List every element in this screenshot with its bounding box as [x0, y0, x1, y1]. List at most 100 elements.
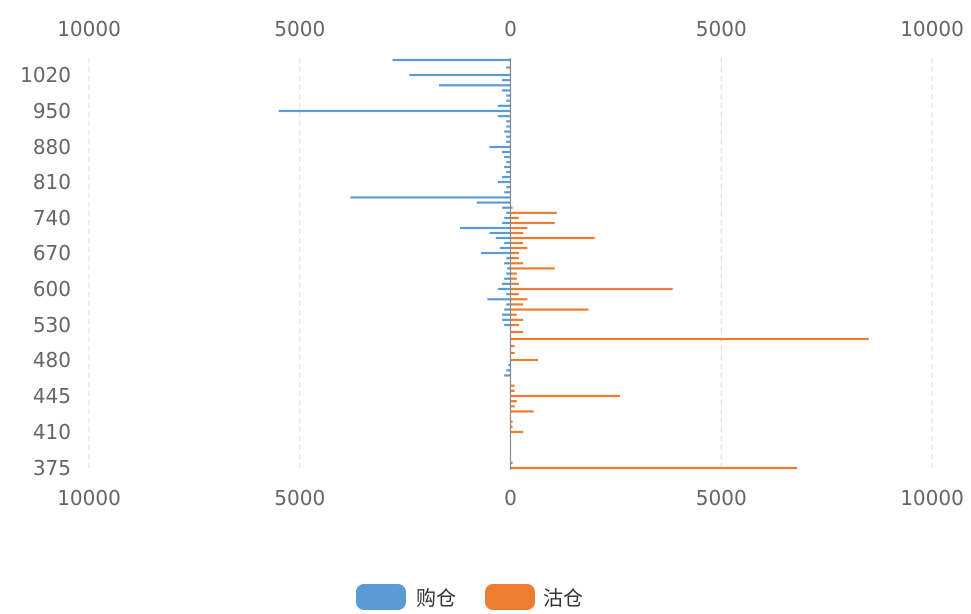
- bar-left-1010[interactable]: [502, 79, 511, 82]
- bar-right-420[interactable]: [510, 420, 513, 423]
- bar-left-580[interactable]: [487, 298, 511, 301]
- bar-right-500[interactable]: [510, 344, 515, 348]
- bar-left-780[interactable]: [350, 196, 511, 199]
- bar-left-600[interactable]: [497, 287, 511, 291]
- bar-right-480[interactable]: [510, 358, 538, 362]
- bar-left-770[interactable]: [476, 201, 511, 204]
- bar-right-415[interactable]: [510, 425, 513, 428]
- bar-right-640[interactable]: [510, 267, 555, 270]
- bar-left-990[interactable]: [502, 89, 511, 92]
- bar-left-1020[interactable]: [409, 73, 511, 77]
- bar-left-970[interactable]: [506, 99, 511, 102]
- bar-right-455[interactable]: [510, 384, 515, 387]
- bar-right-720[interactable]: [510, 226, 528, 230]
- bar-right-620[interactable]: [510, 277, 517, 280]
- legend-item-0[interactable]: 购仓: [356, 584, 456, 610]
- bar-right-520[interactable]: [510, 330, 524, 334]
- bar-right-690[interactable]: [510, 241, 524, 245]
- bar-left-950[interactable]: [278, 109, 511, 113]
- bar-left-1000[interactable]: [438, 84, 511, 87]
- bar-right-375[interactable]: [510, 466, 798, 470]
- bar-left-670[interactable]: [480, 251, 511, 255]
- bar-right-670[interactable]: [510, 251, 519, 255]
- bar-left-890[interactable]: [506, 140, 511, 143]
- bar-left-760[interactable]: [502, 206, 511, 209]
- bar-left-910[interactable]: [504, 130, 511, 133]
- bar-right-750[interactable]: [510, 211, 557, 214]
- bar-left-570[interactable]: [506, 303, 511, 306]
- bar-left-790[interactable]: [504, 191, 511, 194]
- bar-left-470[interactable]: [506, 369, 511, 372]
- bar-left-680[interactable]: [499, 246, 511, 250]
- bar-right-590[interactable]: [510, 293, 519, 296]
- bar-right-610[interactable]: [510, 282, 519, 285]
- bar-right-680[interactable]: [510, 246, 528, 250]
- bar-right-410[interactable]: [510, 430, 524, 434]
- bar-left-840[interactable]: [504, 165, 511, 169]
- bar-right-710[interactable]: [510, 231, 524, 235]
- legend[interactable]: 购仓 沽仓: [356, 584, 583, 610]
- bar-right-450[interactable]: [510, 389, 515, 392]
- bar-left-870[interactable]: [502, 150, 511, 154]
- bar-right-560[interactable]: [510, 308, 589, 311]
- bar-right-740[interactable]: [510, 216, 519, 220]
- bar-left-750[interactable]: [506, 211, 511, 214]
- bar-left-560[interactable]: [504, 308, 511, 311]
- bar-right-730[interactable]: [510, 221, 555, 225]
- bar-left-630[interactable]: [506, 272, 511, 275]
- bar-left-800[interactable]: [506, 186, 511, 189]
- bar-right-435[interactable]: [510, 405, 515, 408]
- bar-right-550[interactable]: [510, 313, 517, 316]
- bar-left-980[interactable]: [506, 94, 511, 97]
- bar-right-630[interactable]: [510, 272, 517, 275]
- bar-left-650[interactable]: [504, 262, 511, 265]
- bar-left-730[interactable]: [502, 221, 511, 225]
- bar-left-830[interactable]: [506, 170, 511, 174]
- bar-left-860[interactable]: [504, 155, 511, 159]
- bar-right-445[interactable]: [510, 394, 621, 398]
- bar-left-820[interactable]: [502, 175, 511, 179]
- bar-right-650[interactable]: [510, 262, 524, 265]
- bar-left-620[interactable]: [504, 277, 511, 280]
- bar-left-850[interactable]: [506, 160, 511, 164]
- bar-right-600[interactable]: [510, 287, 673, 291]
- bar-left-690[interactable]: [504, 241, 511, 245]
- bar-left-610[interactable]: [502, 282, 511, 285]
- bar-right-530[interactable]: [510, 323, 519, 327]
- bar-left-720[interactable]: [459, 226, 511, 230]
- bar-left-475[interactable]: [508, 364, 511, 367]
- bar-right-660[interactable]: [510, 257, 519, 260]
- bar-left-710[interactable]: [489, 231, 511, 235]
- bar-left-880[interactable]: [489, 145, 511, 149]
- y-tick-950: 950: [33, 99, 71, 123]
- bar-left-920[interactable]: [506, 125, 511, 128]
- bar-left-740[interactable]: [504, 216, 511, 220]
- bar-left-1030[interactable]: [506, 66, 511, 69]
- bar-right-570[interactable]: [510, 303, 524, 306]
- bar-left-810[interactable]: [497, 180, 511, 184]
- bar-right-760[interactable]: [510, 206, 513, 209]
- bar-left-590[interactable]: [506, 293, 511, 296]
- bar-right-540[interactable]: [510, 318, 524, 321]
- bar-right-430[interactable]: [510, 410, 534, 413]
- bar-right-440[interactable]: [510, 400, 517, 403]
- legend-item-1[interactable]: 沽仓: [485, 584, 583, 610]
- bar-right-700[interactable]: [510, 236, 595, 240]
- bar-left-1040[interactable]: [392, 58, 511, 62]
- bar-right-510[interactable]: [510, 337, 869, 341]
- bar-left-530[interactable]: [504, 323, 511, 327]
- bar-right-580[interactable]: [510, 298, 528, 301]
- bar-right-490[interactable]: [510, 351, 515, 355]
- bar-left-640[interactable]: [507, 267, 511, 270]
- bar-left-465[interactable]: [504, 374, 511, 377]
- bar-left-700[interactable]: [495, 236, 511, 240]
- bar-left-930[interactable]: [506, 120, 511, 123]
- bar-right-380[interactable]: [510, 461, 513, 464]
- bar-left-550[interactable]: [502, 313, 511, 316]
- bar-left-540[interactable]: [502, 318, 511, 321]
- y-tick-670: 670: [33, 241, 71, 265]
- bar-left-960[interactable]: [497, 104, 511, 107]
- bar-left-660[interactable]: [506, 257, 511, 260]
- bar-left-900[interactable]: [506, 135, 511, 138]
- bar-left-940[interactable]: [497, 115, 511, 118]
